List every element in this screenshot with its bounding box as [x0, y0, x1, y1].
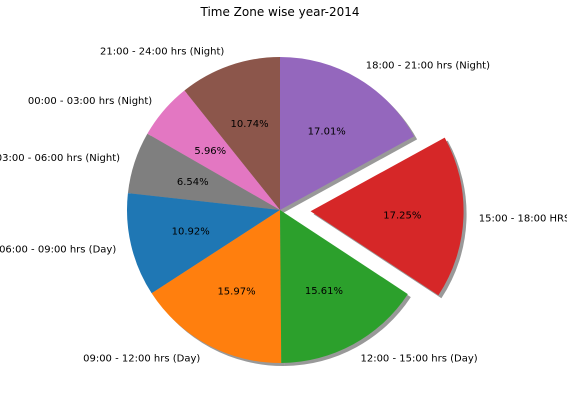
slice-percent-label: 6.54%: [177, 177, 209, 188]
slice-percent-label: 10.74%: [231, 119, 269, 130]
slice-category-label: 06:00 - 09:00 hrs (Day): [0, 244, 116, 255]
slice-percent-label: 5.96%: [194, 146, 226, 157]
pie-slice: [127, 133, 281, 210]
slice-percent-label: 15.61%: [305, 286, 343, 297]
slice-percent-label: 15.97%: [217, 286, 255, 297]
pie-slice: [151, 210, 282, 363]
pie-slice: [280, 57, 415, 210]
slice-percent-label: 10.92%: [172, 227, 210, 238]
pie-slice: [147, 90, 280, 210]
slice-category-label: 00:00 - 03:00 hrs (Night): [28, 96, 152, 107]
slice-category-label: 21:00 - 24:00 hrs (Night): [100, 47, 224, 58]
slice-category-label: 12:00 - 15:00 hrs (Day): [360, 353, 477, 364]
slice-category-label: 15:00 - 18:00 HRS (Day): [479, 213, 567, 224]
slice-percent-label: 17.01%: [308, 127, 346, 138]
pie-label-layer: 10.74% 21:00 - 24:00 hrs (Night) 5.96% 00:0…: [0, 47, 567, 365]
pie-slice: [310, 137, 464, 296]
slice-category-label: 18:00 - 21:00 hrs (Night): [366, 61, 490, 72]
pie-slice: [184, 57, 280, 210]
pie-slice-layer: [126, 57, 464, 363]
pie-slice: [126, 193, 280, 294]
pie-slice: [280, 210, 408, 363]
chart-title: Time Zone wise year-2014: [199, 5, 359, 19]
slice-category-label: 03:00 - 06:00 hrs (Night): [0, 153, 120, 164]
slice-percent-label: 17.25%: [383, 210, 421, 221]
slice-category-label: 09:00 - 12:00 hrs (Day): [83, 354, 200, 365]
